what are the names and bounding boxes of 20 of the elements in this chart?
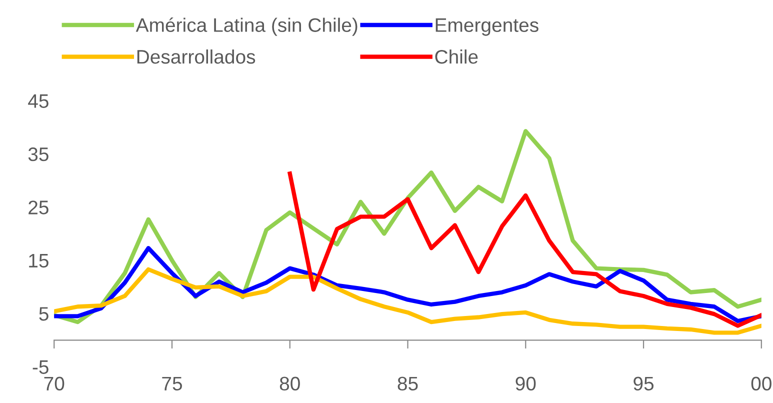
line-series [288,172,762,328]
x-tick-label: 85 [398,376,418,391]
x-tick-label: 75 [162,376,182,391]
x-tick-label: 70 [44,376,64,391]
y-tick-label: 25 [28,200,48,214]
legend-label: Desarrollados [137,49,256,64]
legend-label: América Latina (sin Chile) [136,17,358,36]
legend-label: Emergentes [436,18,538,36]
y-tick-label: 5 [39,307,48,321]
y-tick-label: 35 [28,147,48,162]
line-series [54,267,762,335]
legend-label: Chile [435,49,478,64]
x-tick-label: 90 [516,376,536,391]
x-tick-label: 00 [751,376,772,391]
y-tick-label: 15 [29,254,48,268]
line-series [54,246,762,324]
y-tick-label: 45 [28,94,48,108]
x-tick-label: 80 [280,376,300,391]
x-tick-label: 95 [634,376,654,391]
y-tick-label: -5 [32,360,48,374]
